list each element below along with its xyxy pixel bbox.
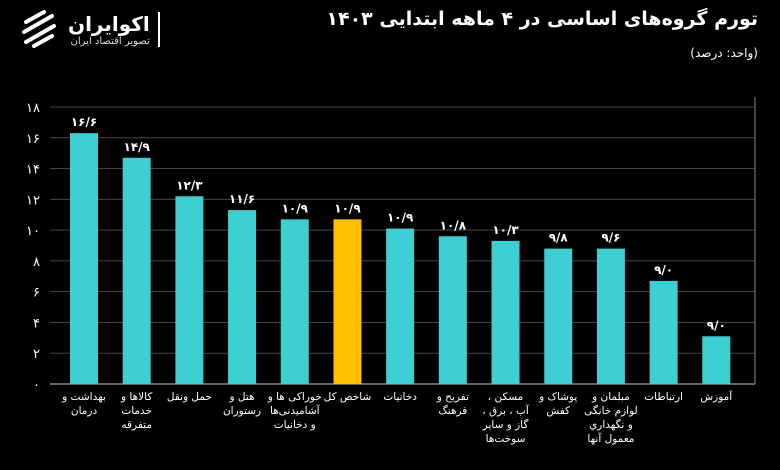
data-label: ۱۰/۹	[387, 211, 414, 225]
x-category-label: آموزش	[700, 391, 733, 403]
x-category-label: بهداشت و درمان	[62, 391, 106, 417]
y-tick-label: ۶	[33, 286, 40, 301]
y-tick-label: ۱۰	[26, 224, 40, 239]
bar	[491, 240, 520, 384]
bar	[596, 248, 625, 384]
data-label: ۱۰/۸	[440, 218, 467, 232]
data-label: ۱۰/۹	[334, 201, 361, 215]
data-label: ۱۶/۶	[71, 115, 97, 129]
data-label: ۹/۶	[601, 231, 620, 245]
data-label: ۹/۰	[654, 263, 673, 277]
y-tick-label: ۲	[33, 347, 40, 362]
y-tick-label: ۴	[33, 316, 40, 331]
x-category-label: تفریح و فرهنگ	[436, 391, 469, 417]
bar	[280, 219, 309, 384]
y-tick-label: ۱۸	[26, 101, 40, 116]
x-category-label: دخانیات	[383, 391, 417, 403]
y-tick-label: ۱۴	[26, 163, 40, 178]
chart-unit: (واحد: درصد)	[690, 46, 758, 60]
data-label: ۹/۰	[707, 318, 726, 332]
y-tick-label: ۰	[33, 378, 40, 393]
bar	[228, 210, 257, 384]
data-label: ۱۴/۹	[124, 140, 151, 154]
y-tick-label: ۱۶	[26, 132, 40, 147]
bar	[649, 280, 678, 384]
bar	[438, 236, 467, 384]
x-category-label: کالاها و خدمات متفرقه	[121, 391, 153, 431]
data-label: ۱۲/۳	[176, 178, 203, 192]
brand-name: اکوایران	[68, 11, 150, 36]
y-tick-label: ۸	[33, 255, 40, 270]
brand-logo: اکوایران تصویر اقتصاد ایران	[18, 8, 160, 50]
brand-tagline: تصویر اقتصاد ایران	[70, 35, 150, 47]
x-category-label: حمل ونقل	[166, 391, 212, 403]
y-tick-label: ۱۲	[26, 193, 40, 208]
data-label: ۱۱/۶	[229, 192, 255, 206]
data-label: ۱۰/۹	[282, 201, 309, 215]
x-category-label: خوراکی ها و آشامیدنی‌ها و دخانیات	[267, 391, 322, 431]
chart-title: تورم گروه‌های اساسی در ۴ ماهه ابتدایی ۱۴…	[326, 8, 758, 30]
bar	[333, 219, 362, 384]
x-category-label: پوشاک و کفش	[539, 391, 578, 417]
bar	[175, 196, 204, 384]
x-category-label: شاخص کل	[323, 391, 372, 403]
ecoiran-logo-icon	[22, 10, 56, 48]
bar	[386, 228, 415, 384]
x-category-label: مسکن ، آب ، برق ، گاز و سایر سوخت‌ها	[482, 391, 529, 445]
x-category-label: مبلمان و لوازم خانگی و نگهداري معمول آنه…	[584, 391, 638, 445]
data-label: ۱۰/۳	[492, 223, 519, 237]
x-category-label: ارتباطات	[644, 391, 683, 403]
x-category-label: هتل و رستوران	[222, 391, 262, 417]
bar	[122, 157, 151, 384]
bar	[544, 248, 573, 384]
bar	[70, 133, 98, 384]
bar	[702, 336, 731, 384]
data-label: ۹/۸	[549, 231, 569, 245]
